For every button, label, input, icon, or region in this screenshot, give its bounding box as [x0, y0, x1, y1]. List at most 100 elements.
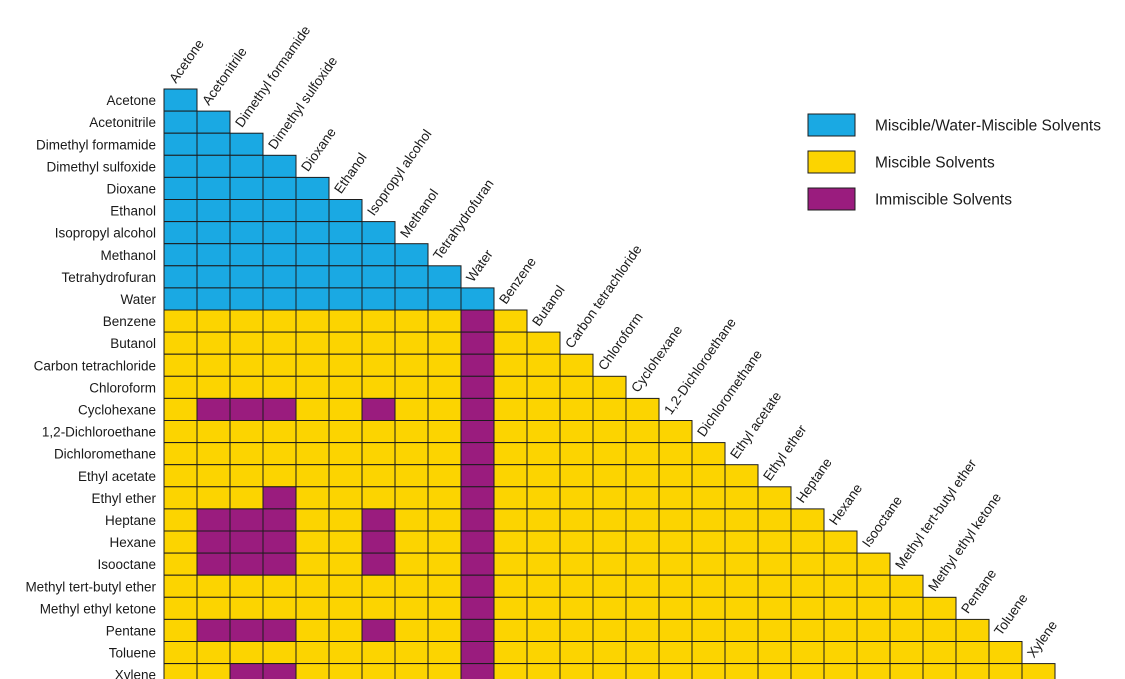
cell-chloroform-isopropyl-alcohol [361, 375, 396, 399]
column-label-ethyl-ether: Ethyl ether [760, 422, 810, 484]
cell-dichloromethane-methanol [394, 442, 429, 466]
column-label-heptane: Heptane [793, 455, 835, 505]
cell-pentane-ethyl-ether [757, 618, 792, 643]
cell-water-acetonitrile [196, 287, 231, 311]
cell-tetrahydrofuran-dimethyl-sulfoxide [262, 265, 297, 289]
cell-benzene-tetrahydrofuran [427, 309, 462, 333]
heatmap-cells [163, 88, 1056, 679]
row-label-carbon-tetrachloride: Carbon tetrachloride [34, 358, 156, 373]
cell-methyl-tert-butyl-ether-isopropyl-alcohol [361, 574, 396, 598]
cell-heptane-heptane [790, 508, 825, 532]
row-label-xylene: Xylene [115, 668, 156, 679]
cell-ethyl-ether-tetrahydrofuran [427, 486, 462, 510]
cell-methyl-ethyl-ketone-water [460, 596, 495, 620]
cell-ethyl-ether-ethyl-ether [757, 486, 792, 510]
cell-pentane-hexane [823, 618, 858, 643]
row-label-ethyl-ether: Ethyl ether [91, 491, 156, 506]
cell-tetrahydrofuran-dimethyl-formamide [229, 265, 264, 289]
cell-tetrahydrofuran-isopropyl-alcohol [361, 265, 396, 289]
cell-methyl-tert-butyl-ether-carbon-tetrachloride [559, 574, 594, 598]
cell-isooctane-chloroform [592, 552, 627, 576]
column-label-ethyl-acetate: Ethyl acetate [727, 389, 784, 462]
cell-methanol-ethanol [328, 243, 363, 267]
cell-toluene-heptane [790, 641, 825, 665]
column-label-xylene: Xylene [1024, 618, 1060, 660]
cell-heptane-butanol [526, 508, 561, 532]
cell-methyl-ethyl-ketone-1-2-dichloroethane [658, 596, 693, 620]
cell-hexane-cyclohexane [625, 530, 660, 554]
column-label-cyclohexane: Cyclohexane [628, 323, 685, 396]
row-labels: Acetone Acetonitrile Dimethyl formamide Dim… [25, 93, 156, 679]
cell-isopropyl-alcohol-acetonitrile [196, 221, 231, 245]
cell-isooctane-ethyl-acetate [724, 552, 759, 576]
cell-ethyl-ether-dioxane [295, 486, 330, 510]
cell-methyl-tert-butyl-ether-heptane [790, 574, 825, 598]
cell-pentane-acetonitrile [196, 618, 231, 643]
cell-xylene-benzene [493, 663, 528, 679]
cell-butanol-dimethyl-formamide [229, 331, 264, 355]
cell-methyl-tert-butyl-ether-methanol [394, 574, 429, 598]
cell-chloroform-tetrahydrofuran [427, 375, 462, 399]
cell-ethyl-ether-dichloromethane [691, 486, 726, 510]
cell-toluene-1-2-dichloroethane [658, 641, 693, 665]
cell-ethyl-acetate-cyclohexane [625, 464, 660, 488]
cell-chloroform-acetonitrile [196, 375, 231, 399]
cell-chloroform-methanol [394, 375, 429, 399]
cell-heptane-carbon-tetrachloride [559, 508, 594, 532]
column-label-benzene: Benzene [496, 254, 539, 306]
row-label-benzene: Benzene [103, 314, 156, 329]
cell-butanol-ethanol [328, 331, 363, 355]
cell-methyl-ethyl-ketone-dioxane [295, 596, 330, 620]
cell-xylene-cyclohexane [625, 663, 660, 679]
legend-swatch-immiscible-solvents [807, 187, 856, 211]
cell-pentane-methyl-tert-butyl-ether [889, 618, 924, 643]
cell-butanol-acetone [163, 331, 198, 355]
row-label-methanol: Methanol [100, 248, 156, 263]
cell-ethyl-ether-acetonitrile [196, 486, 231, 510]
cell-dichloromethane-cyclohexane [625, 442, 660, 466]
cell-chloroform-butanol [526, 375, 561, 399]
cell-isooctane-acetone [163, 552, 198, 576]
cell-methyl-tert-butyl-ether-acetone [163, 574, 198, 598]
cell-toluene-isopropyl-alcohol [361, 641, 396, 665]
cell-methyl-tert-butyl-ether-acetonitrile [196, 574, 231, 598]
cell-ethyl-acetate-butanol [526, 464, 561, 488]
cell-methyl-ethyl-ketone-dimethyl-formamide [229, 596, 264, 620]
cell-hexane-heptane [790, 530, 825, 554]
cell-ethyl-ether-carbon-tetrachloride [559, 486, 594, 510]
cell-xylene-dimethyl-sulfoxide [262, 663, 297, 679]
cell-hexane-benzene [493, 530, 528, 554]
cell-ethanol-acetonitrile [196, 199, 231, 223]
cell-toluene-acetonitrile [196, 641, 231, 665]
cell-1-2-dichloroethane-dioxane [295, 420, 330, 444]
cell-dichloromethane-butanol [526, 442, 561, 466]
cell-heptane-dimethyl-formamide [229, 508, 264, 532]
cell-ethyl-acetate-tetrahydrofuran [427, 464, 462, 488]
cell-dichloromethane-acetone [163, 442, 198, 466]
cell-pentane-acetone [163, 618, 198, 643]
cell-methanol-methanol [394, 243, 429, 267]
cell-methyl-tert-butyl-ether-dichloromethane [691, 574, 726, 598]
cell-heptane-dimethyl-sulfoxide [262, 508, 297, 532]
cell-benzene-acetonitrile [196, 309, 231, 333]
cell-ethyl-acetate-acetone [163, 464, 198, 488]
cell-toluene-pentane [955, 641, 990, 665]
cell-dichloromethane-isopropyl-alcohol [361, 442, 396, 466]
cell-isooctane-dichloromethane [691, 552, 726, 576]
cell-isooctane-benzene [493, 552, 528, 576]
cell-benzene-dimethyl-formamide [229, 309, 264, 333]
row-label-isooctane: Isooctane [97, 557, 156, 572]
cell-chloroform-benzene [493, 375, 528, 399]
cell-ethyl-ether-1-2-dichloroethane [658, 486, 693, 510]
cell-xylene-acetone [163, 663, 198, 679]
cell-ethyl-ether-isopropyl-alcohol [361, 486, 396, 510]
cell-chloroform-water [460, 375, 495, 399]
cell-water-acetone [163, 287, 198, 311]
cell-chloroform-acetone [163, 375, 198, 399]
cell-pentane-pentane [955, 618, 990, 643]
cell-carbon-tetrachloride-isopropyl-alcohol [361, 353, 396, 377]
cell-methyl-tert-butyl-ether-hexane [823, 574, 858, 598]
column-label-pentane: Pentane [958, 566, 999, 616]
cell-isopropyl-alcohol-dioxane [295, 221, 330, 245]
cell-pentane-dimethyl-formamide [229, 618, 264, 643]
